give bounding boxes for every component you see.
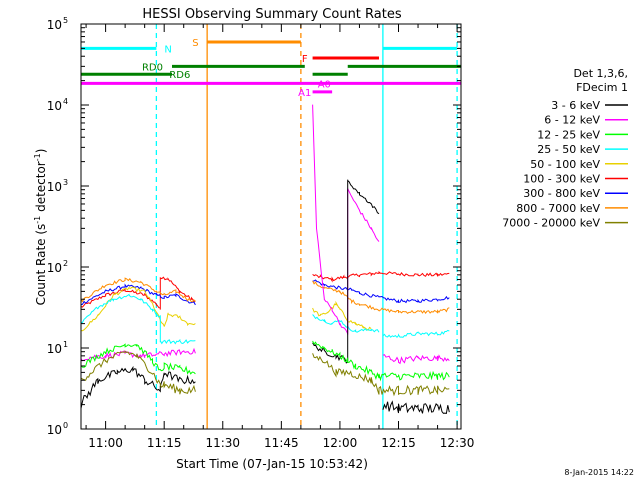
legend-label: 300 - 800 keV [523,187,600,200]
series-line-4 [81,285,372,332]
axis-ticks [81,24,461,430]
y-axis-label: Count Rate (s-1 detector-1) [33,149,48,306]
timestamp: 8-Jan-2015 14:22 [564,468,634,477]
legend-label: 6 - 12 keV [544,114,600,127]
flag-label-f: F [302,54,308,65]
series-line-5 [81,293,450,345]
plot-series [81,104,450,414]
x-tick-label: 12:30 [440,436,475,450]
legend-label: 100 - 300 keV [523,173,600,186]
series-line-8 [81,340,450,382]
y-tick-label-exponent: 1 [63,340,68,349]
y-tick-label: 10 [47,423,62,437]
series-line-6 [81,104,450,365]
y-tick-label: 10 [47,261,62,275]
y-axis-label-mid: detector [34,161,48,216]
legend-header-2: FDecim 1 [576,81,628,94]
flag-label-s: S [192,38,198,49]
legend-header-1: Det 1,3,6, [573,67,628,80]
y-tick-label: 10 [47,99,62,113]
y-tick-label-exponent: 3 [63,178,68,187]
flag-label-rd0: RD0 [142,62,163,73]
flag-label-n: N [164,44,171,55]
y-tick-label: 10 [47,18,62,32]
series-line-9 [81,350,450,397]
plot-flags: N S F RD0 RD6 A1 A0 [81,38,461,99]
legend-label: 12 - 25 keV [537,128,600,141]
y-axis-label-end: ) [34,149,48,154]
plot-markers [155,24,458,429]
legend-label: 7000 - 20000 keV [502,217,600,230]
flag-label-a1: A1 [298,88,311,99]
y-tick-label-exponent: 0 [63,421,68,430]
series-line-7 [81,179,450,414]
series-line-3 [81,277,450,314]
legend-label: 25 - 50 keV [537,143,600,156]
series-line-1 [81,271,450,310]
y-axis-label-sup2: -1 [33,153,42,161]
legend-label: 3 - 6 keV [551,99,600,112]
x-tick-label: 11:30 [205,436,240,450]
x-tick-label: 12:15 [381,436,416,450]
y-tick-label: 10 [47,180,62,194]
flag-label-a0: A0 [318,79,331,90]
y-axis-label-main: Count Rate (s [34,224,48,306]
plot-frame [80,23,462,430]
y-axis-label-sup1: -1 [33,216,42,224]
x-axis-label: Start Time (07-Jan-15 10:53:42) [176,457,368,471]
flag-label-rd6: RD6 [169,70,190,81]
legend-label: 50 - 100 keV [530,158,600,171]
y-tick-label: 10 [47,342,62,356]
series-line-2 [81,279,450,306]
y-tick-label-exponent: 2 [63,259,68,268]
x-tick-labels: 11:00 11:15 11:30 11:45 12:00 12:15 12:30 [88,436,474,450]
x-tick-label: 11:45 [264,436,299,450]
legend-label: 800 - 7000 keV [516,202,600,215]
x-tick-label: 11:00 [88,436,123,450]
x-tick-label: 11:15 [147,436,182,450]
y-tick-label-exponent: 5 [63,16,68,25]
chart-title: HESSI Observing Summary Count Rates [142,7,401,22]
x-tick-label: 12:00 [323,436,358,450]
y-tick-label-exponent: 4 [63,97,68,106]
